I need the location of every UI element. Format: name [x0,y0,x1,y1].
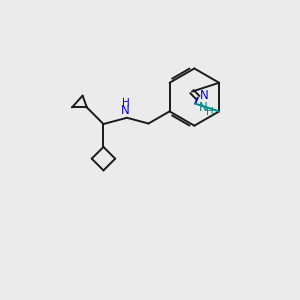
Text: N: N [200,89,208,102]
Text: H: H [206,107,213,117]
Text: N: N [121,104,130,117]
Text: H: H [122,98,129,109]
Text: N: N [199,101,208,114]
